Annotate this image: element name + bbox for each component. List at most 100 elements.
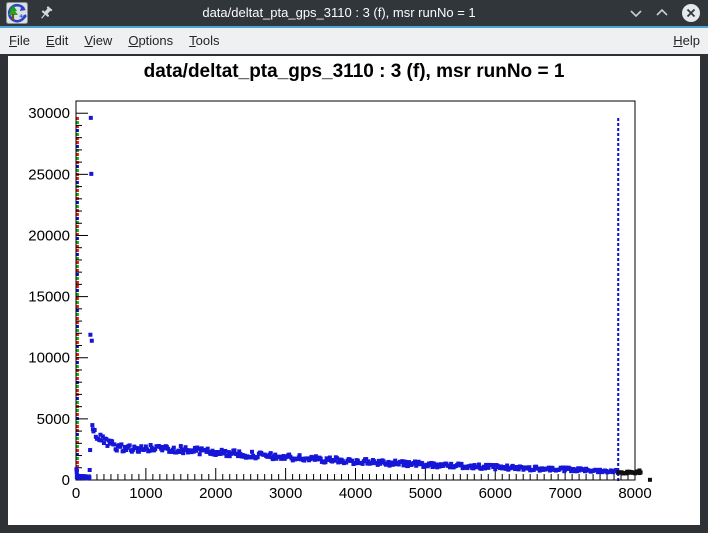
data-point bbox=[162, 446, 167, 451]
data-point bbox=[106, 438, 111, 443]
data-point bbox=[136, 449, 141, 454]
data-point bbox=[405, 464, 410, 469]
data-point bbox=[637, 468, 642, 473]
data-point bbox=[516, 467, 521, 472]
svg-text:20000: 20000 bbox=[28, 227, 70, 244]
data-point bbox=[407, 460, 412, 465]
menu-item-edit[interactable]: Edit bbox=[45, 33, 69, 48]
data-point bbox=[270, 457, 275, 462]
data-point bbox=[312, 457, 317, 462]
menu-item-help[interactable]: Help bbox=[673, 33, 700, 48]
plot-frame bbox=[75, 100, 636, 481]
data-point bbox=[370, 461, 375, 466]
pin-icon[interactable] bbox=[38, 5, 54, 21]
data-point bbox=[430, 465, 435, 470]
data-point bbox=[99, 438, 104, 443]
root-canvas[interactable]: data/deltat_pta_gps_3110 : 3 (f), msr ru… bbox=[8, 56, 700, 525]
data-point bbox=[147, 448, 152, 453]
data-point bbox=[302, 458, 307, 463]
data-point bbox=[582, 469, 587, 474]
data-point bbox=[576, 466, 581, 471]
data-point bbox=[232, 448, 237, 453]
svg-text:15000: 15000 bbox=[28, 289, 70, 306]
data-point bbox=[567, 466, 572, 471]
data-point bbox=[170, 447, 175, 452]
data-point bbox=[219, 447, 224, 452]
data-point bbox=[97, 438, 102, 443]
data-point bbox=[505, 463, 510, 468]
data-point bbox=[119, 442, 124, 447]
svg-text:3000: 3000 bbox=[269, 485, 302, 502]
data-point bbox=[531, 467, 536, 472]
data-point bbox=[88, 332, 93, 337]
minimize-button[interactable] bbox=[626, 3, 646, 23]
data-point bbox=[237, 449, 242, 454]
data-point bbox=[194, 448, 199, 453]
data-point bbox=[527, 465, 532, 470]
data-point bbox=[327, 455, 332, 460]
data-point bbox=[575, 469, 580, 474]
menu-item-view[interactable]: View bbox=[84, 33, 113, 48]
data-point bbox=[287, 452, 292, 457]
data-point bbox=[493, 467, 498, 472]
data-point bbox=[277, 454, 282, 459]
menu-item-tools[interactable]: Tools bbox=[189, 33, 220, 48]
data-point bbox=[515, 465, 520, 470]
data-point bbox=[209, 451, 214, 456]
data-point bbox=[503, 466, 508, 471]
data-point bbox=[139, 444, 144, 449]
maximize-button[interactable] bbox=[652, 3, 672, 23]
data-point bbox=[227, 454, 232, 459]
data-point bbox=[482, 466, 487, 471]
data-point bbox=[431, 461, 436, 466]
data-point bbox=[355, 458, 360, 463]
data-point bbox=[153, 447, 158, 452]
data-point bbox=[434, 462, 439, 467]
data-point bbox=[92, 428, 97, 433]
data-point bbox=[401, 463, 406, 468]
svg-text:5000: 5000 bbox=[409, 485, 442, 502]
data-point bbox=[89, 338, 94, 343]
data-point bbox=[520, 465, 525, 470]
close-button[interactable] bbox=[681, 3, 701, 23]
data-point bbox=[266, 454, 271, 459]
data-point bbox=[432, 464, 437, 469]
data-point bbox=[598, 467, 603, 472]
plot-svg[interactable]: 0 1000 2000 3000 4000 5000 6000 7000 8000 0 5000 1… bbox=[8, 56, 700, 525]
data-point bbox=[437, 464, 442, 469]
data-point bbox=[248, 455, 253, 460]
data-point bbox=[143, 444, 148, 449]
data-point bbox=[180, 447, 185, 452]
menu-item-options[interactable]: Options bbox=[128, 33, 174, 48]
menu-item-file[interactable]: File bbox=[9, 33, 30, 48]
title-bar[interactable]: ++ data/deltat_pta_gps_3110 : 3 (f), msr… bbox=[0, 0, 708, 26]
data-point bbox=[338, 459, 343, 464]
data-point bbox=[546, 465, 551, 470]
data-point bbox=[340, 458, 345, 463]
data-point bbox=[485, 462, 490, 467]
data-point bbox=[134, 446, 139, 451]
data-point bbox=[274, 456, 279, 461]
window-title: data/deltat_pta_gps_3110 : 3 (f), msr ru… bbox=[202, 5, 476, 20]
data-point bbox=[212, 450, 217, 455]
data-point bbox=[318, 456, 323, 461]
x-axis-tick-labels: 0 1000 2000 3000 4000 5000 6000 7000 8000 bbox=[72, 485, 652, 502]
axis-ticks bbox=[75, 112, 636, 481]
svg-text:4000: 4000 bbox=[339, 485, 372, 502]
data-point bbox=[375, 462, 380, 467]
data-point bbox=[296, 455, 301, 460]
data-point bbox=[104, 437, 109, 442]
data-point bbox=[393, 458, 398, 463]
data-point bbox=[337, 457, 342, 462]
svg-text:10000: 10000 bbox=[28, 350, 70, 367]
data-point bbox=[142, 447, 147, 452]
data-point bbox=[101, 441, 106, 446]
menu-left-group: File Edit View Options Tools bbox=[0, 28, 228, 54]
data-point bbox=[171, 445, 176, 450]
data-point bbox=[381, 459, 386, 464]
data-point bbox=[225, 453, 230, 458]
data-point bbox=[197, 452, 202, 457]
data-point bbox=[360, 461, 365, 466]
data-point bbox=[182, 447, 187, 452]
data-point bbox=[365, 461, 370, 466]
